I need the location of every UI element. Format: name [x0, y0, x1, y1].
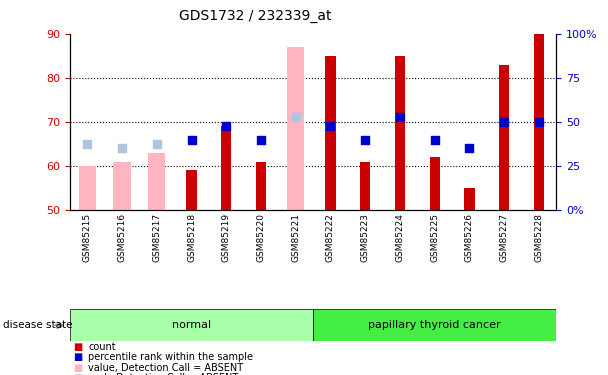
Bar	[221, 126, 232, 210]
Text: count: count	[88, 342, 116, 352]
Text: ■: ■	[73, 374, 82, 375]
Bar	[186, 170, 197, 210]
Text: GDS1732 / 232339_at: GDS1732 / 232339_at	[179, 9, 331, 23]
Point	[152, 141, 162, 147]
Text: disease state: disease state	[3, 320, 72, 330]
Point	[256, 136, 266, 142]
Point	[499, 119, 509, 125]
Bar	[148, 153, 165, 210]
Bar	[395, 56, 405, 210]
Bar	[313, 309, 556, 341]
Point	[430, 136, 440, 142]
Text: rank, Detection Call = ABSENT: rank, Detection Call = ABSENT	[88, 374, 238, 375]
Point	[361, 136, 370, 142]
Bar	[325, 56, 336, 210]
Bar	[287, 47, 305, 210]
Point	[534, 119, 544, 125]
Point	[465, 146, 474, 152]
Point	[291, 114, 300, 120]
Bar	[499, 64, 510, 210]
Text: value, Detection Call = ABSENT: value, Detection Call = ABSENT	[88, 363, 243, 373]
Bar	[256, 162, 266, 210]
Bar	[70, 309, 313, 341]
Text: papillary thyroid cancer: papillary thyroid cancer	[368, 320, 501, 330]
Point	[83, 141, 92, 147]
Point	[326, 123, 336, 129]
Bar	[113, 162, 131, 210]
Point	[117, 146, 127, 152]
Text: ■: ■	[73, 342, 82, 352]
Text: ■: ■	[73, 363, 82, 373]
Text: normal: normal	[172, 320, 211, 330]
Point	[221, 123, 231, 129]
Bar	[534, 34, 544, 210]
Text: ■: ■	[73, 352, 82, 362]
Point	[395, 114, 405, 120]
Point	[187, 136, 196, 142]
Bar	[465, 188, 475, 210]
Bar	[360, 162, 370, 210]
Text: percentile rank within the sample: percentile rank within the sample	[88, 352, 253, 362]
Bar	[78, 166, 96, 210]
Bar	[429, 157, 440, 210]
